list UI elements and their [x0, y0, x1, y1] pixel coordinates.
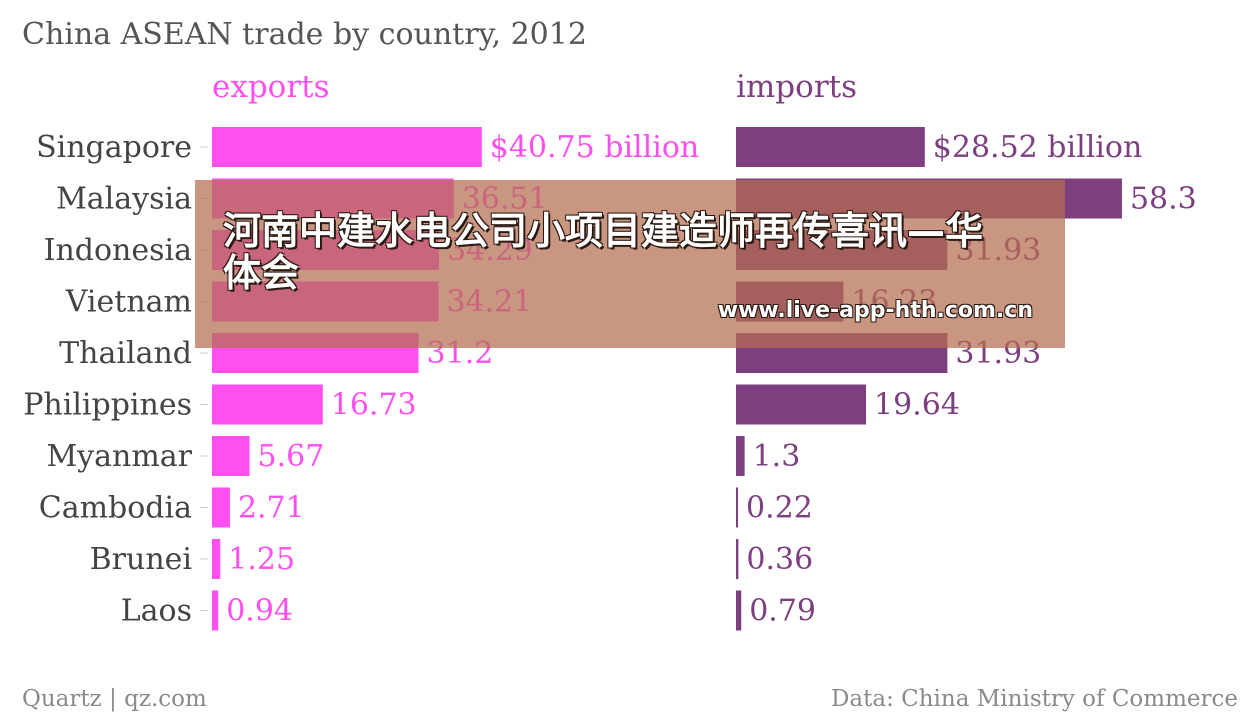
imports-value-label: 0.22: [746, 491, 813, 526]
exports-value-label: $40.75 billion: [490, 130, 699, 165]
exports-value-label: 5.67: [258, 439, 325, 474]
category-label: Vietnam: [65, 285, 192, 320]
category-label: Indonesia: [44, 233, 193, 268]
exports-value-label: 2.71: [238, 491, 305, 526]
imports-value-label: 58.3: [1130, 182, 1197, 217]
imports-bar: [736, 127, 925, 167]
category-label: Laos: [121, 594, 192, 629]
exports-bar: [212, 384, 323, 425]
category-label: Thailand: [59, 336, 192, 371]
imports-panel-label: imports: [736, 69, 857, 105]
imports-bar: [736, 487, 738, 528]
category-label: Malaysia: [56, 182, 192, 217]
exports-bar: [212, 539, 221, 579]
category-label: Cambodia: [39, 491, 192, 526]
exports-value-label: 16.73: [331, 388, 417, 423]
imports-bar: [736, 384, 867, 425]
imports-bar: [736, 539, 739, 579]
exports-panel-label: exports: [212, 69, 330, 105]
imports-value-label: 19.64: [874, 388, 960, 423]
imports-bar: [736, 590, 742, 631]
category-label: Singapore: [36, 130, 192, 165]
exports-value-label: 0.94: [226, 594, 293, 629]
watermark-headline: 河南中建水电公司小项目建造师再传喜讯—华体会: [223, 209, 984, 295]
imports-value-label: 0.36: [746, 542, 813, 577]
imports-value-label: $28.52 billion: [933, 130, 1142, 165]
footer-source-right: Data: China Ministry of Commerce: [831, 686, 1238, 712]
footer-source-left: Quartz | qz.com: [22, 686, 207, 712]
imports-value-label: 0.79: [749, 594, 816, 629]
exports-bar: [212, 487, 230, 528]
chart-title: China ASEAN trade by country, 2012: [22, 17, 587, 52]
category-label: Myanmar: [46, 439, 192, 474]
exports-bar: [212, 436, 250, 476]
exports-value-label: 1.25: [228, 542, 295, 577]
exports-bar: [212, 590, 219, 631]
category-label: Philippines: [23, 388, 192, 423]
imports-bar: [736, 436, 745, 476]
watermark-url: www.live-app-hth.com.cn: [717, 298, 1033, 323]
imports-value-label: 1.3: [753, 439, 801, 474]
watermark-banner: 河南中建水电公司小项目建造师再传喜讯—华体会 www.live-app-hth.…: [195, 180, 1065, 348]
exports-bar: [212, 127, 482, 167]
category-label: Brunei: [90, 542, 192, 577]
